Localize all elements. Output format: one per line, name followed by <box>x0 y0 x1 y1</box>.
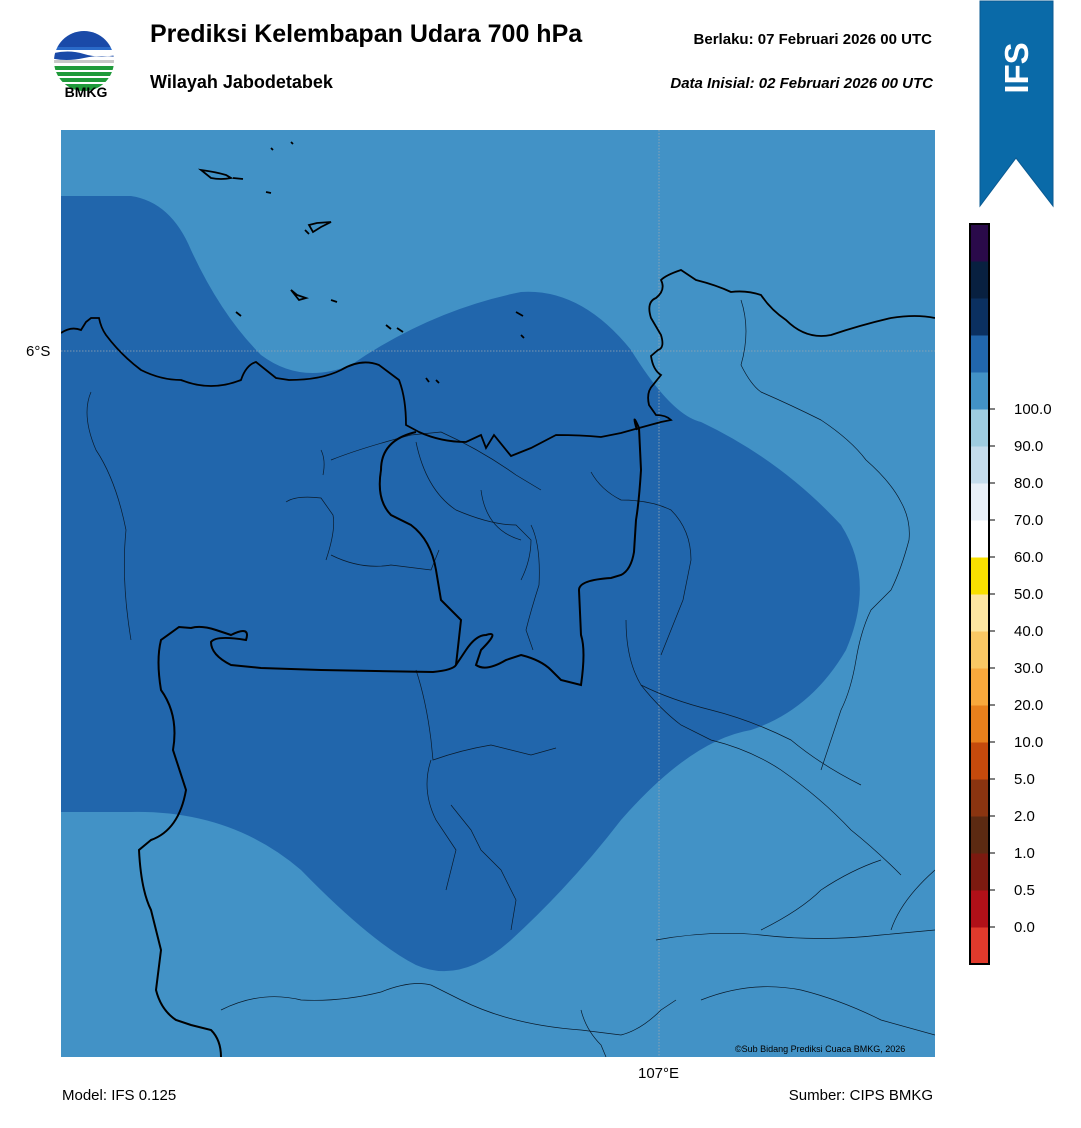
colorbar-segment <box>970 372 989 410</box>
coastline <box>61 269 935 458</box>
copyright-text: ©Sub Bidang Prediksi Cuaca BMKG, 2026 <box>735 1044 906 1054</box>
colorbar-segment <box>970 742 989 780</box>
colorbar-segment <box>970 927 989 965</box>
logo-text: BMKG <box>64 84 108 100</box>
colorbar-tick-label: 70.0 <box>1014 512 1043 529</box>
colorbar-tick-label: 90.0 <box>1014 438 1043 455</box>
colorbar-tick-label: 0.0 <box>1014 919 1035 936</box>
colorbar-segment <box>970 224 989 262</box>
colorbar-segment <box>970 483 989 521</box>
district-boundaries <box>86 299 935 1057</box>
colorbar-segment <box>970 594 989 632</box>
valid-time: Berlaku: 07 Februari 2026 00 UTC <box>693 31 932 48</box>
colorbar-segment <box>970 446 989 484</box>
latitude-label: 6°S <box>26 343 51 360</box>
colorbar-tick-label: 60.0 <box>1014 549 1043 566</box>
colorbar-tick-label: 0.5 <box>1014 882 1035 899</box>
page-title: Prediksi Kelembapan Udara 700 hPa <box>150 20 583 48</box>
colorbar: 0.0 0.5 1.0 2.0 5.0 10.0 20.0 30.0 40.0 50.0 60.0 7… <box>969 223 1052 965</box>
ifs-ribbon: IFS <box>979 0 1054 208</box>
colorbar-segment <box>970 779 989 817</box>
bmkg-logo <box>54 31 114 91</box>
source-label: Sumber: CIPS BMKG <box>788 1087 933 1104</box>
colorbar-segment <box>970 335 989 373</box>
colorbar-segment <box>970 705 989 743</box>
colorbar-segment <box>970 557 989 595</box>
colorbar-segment <box>970 890 989 928</box>
province-boundaries <box>137 418 643 1057</box>
colorbar-tick-label: 1.0 <box>1014 845 1035 862</box>
colorbar-segment <box>970 520 989 558</box>
islands <box>197 141 525 384</box>
colorbar-segment <box>970 261 989 299</box>
ribbon-text: IFS <box>998 42 1035 93</box>
colorbar-segment <box>970 631 989 669</box>
colorbar-segment <box>970 816 989 854</box>
humidity-map <box>61 130 935 1057</box>
initial-time: Data Inisial: 02 Februari 2026 00 UTC <box>670 75 933 92</box>
colorbar-segment <box>970 298 989 336</box>
longitude-label: 107°E <box>638 1065 680 1082</box>
page-subtitle: Wilayah Jabodetabek <box>150 72 333 92</box>
model-label: Model: IFS 0.125 <box>62 1087 177 1104</box>
colorbar-segment <box>970 853 989 891</box>
colorbar-segment <box>970 668 989 706</box>
colorbar-tick-label: 50.0 <box>1014 586 1043 603</box>
colorbar-tick-label: 5.0 <box>1014 771 1035 788</box>
colorbar-tick-label: 20.0 <box>1014 697 1043 714</box>
colorbar-tick-label: 100.0 <box>1014 401 1052 418</box>
colorbar-tick-label: 40.0 <box>1014 623 1043 640</box>
humidity-zone-80-90 <box>61 196 860 972</box>
colorbar-tick-label: 30.0 <box>1014 660 1043 677</box>
colorbar-segment <box>970 409 989 447</box>
colorbar-tick-label: 80.0 <box>1014 475 1043 492</box>
colorbar-tick-label: 10.0 <box>1014 734 1043 751</box>
colorbar-tick-label: 2.0 <box>1014 808 1035 825</box>
